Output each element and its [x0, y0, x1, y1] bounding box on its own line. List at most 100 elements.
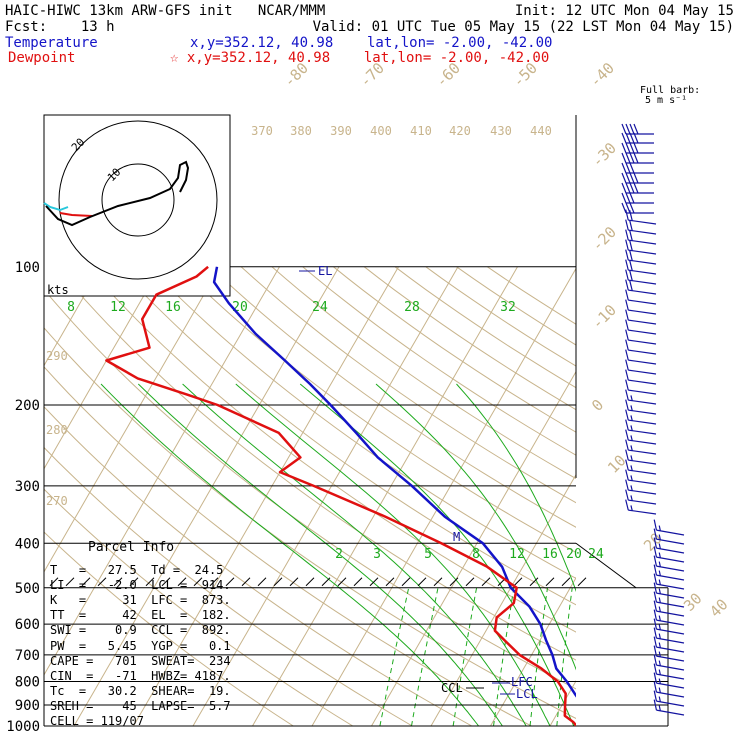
barb-staff: [628, 419, 657, 425]
hodograph-trace-upper: [45, 160, 190, 227]
barb-flag: [633, 152, 639, 164]
barb-flag: [629, 152, 635, 164]
isotherm-line: [44, 266, 221, 573]
barb-flag: [625, 142, 631, 154]
freezing-hatch: [561, 577, 571, 587]
barb-flag: [625, 369, 629, 381]
wind-barb: [625, 249, 657, 265]
isotherm-label: 20: [640, 529, 666, 555]
theta-label: 440: [530, 124, 552, 138]
barb-staff: [628, 249, 657, 255]
freezing-hatch: [209, 577, 219, 587]
parcel-info-title: Parcel Info: [88, 540, 175, 555]
freezing-hatch: [81, 577, 91, 587]
isotherm-line: [669, 267, 740, 726]
freezing-hatch: [449, 577, 459, 587]
melting-level-label: M: [453, 530, 460, 544]
barb-staff: [628, 269, 657, 275]
temperature-legend: Temperature: [5, 35, 98, 51]
barb-flag: [653, 636, 658, 648]
freezing-hatch: [417, 577, 427, 587]
wind-barb: [653, 537, 685, 554]
barb-staff: [656, 682, 685, 689]
barb-staff: [656, 529, 685, 536]
mixing-ratio-lines: [379, 587, 573, 726]
barb-half: [630, 495, 633, 501]
isotherm-lines: [44, 266, 740, 726]
barb-flag: [625, 269, 629, 281]
barb-half: [658, 633, 661, 639]
isotherm-label: 10: [604, 451, 630, 477]
barb-flag: [629, 172, 635, 184]
dry-adiabat-line: [363, 266, 576, 411]
wind-barb: [625, 489, 657, 505]
hodograph-trace-mid: [59, 212, 93, 217]
wind-barb: [625, 499, 657, 515]
theta-label: 380: [290, 124, 312, 138]
hodograph-trace-low: [43, 202, 69, 212]
wind-barb: [653, 609, 685, 626]
barb-half: [658, 696, 661, 702]
mixing-ratio-label: 16: [542, 547, 558, 562]
moist-adiabat-line: [456, 383, 576, 593]
barb-staff: [628, 239, 657, 245]
barb-staff: [656, 637, 685, 644]
barb-flag: [625, 162, 631, 174]
dry-adiabat-line: [209, 266, 576, 528]
theta-label: 290: [46, 349, 68, 363]
mixing-ratio-label: 12: [110, 300, 126, 315]
parcel-info-row: Tc = 30.2 SHEAR= 19.: [50, 683, 231, 698]
mixing-ratio-label: 20: [232, 300, 248, 315]
barb-half: [630, 395, 633, 401]
freezing-hatch: [273, 577, 283, 587]
barb-half: [658, 561, 661, 567]
barb-flag: [625, 419, 629, 431]
dry-adiabat-line: [44, 531, 294, 726]
barb-flag: [653, 600, 658, 612]
wind-barb: [621, 132, 654, 144]
wind-barb: [625, 319, 657, 335]
barb-flag: [625, 229, 629, 241]
barb-flag: [625, 399, 629, 411]
barb-flag: [625, 329, 629, 341]
isobar-lines: [43, 115, 669, 727]
dry-adiabat-line: [148, 266, 576, 579]
theta-label: 410: [410, 124, 432, 138]
barb-staff: [656, 547, 685, 554]
dry-adiabat-line: [456, 266, 576, 346]
barb-half: [630, 505, 633, 511]
barb-staff: [628, 289, 657, 295]
wind-barb: [625, 269, 657, 285]
barb-staff: [628, 229, 657, 235]
wind-barb: [621, 142, 654, 154]
barb-flag: [629, 220, 633, 231]
barb-staff: [628, 509, 657, 515]
barb-flag: [621, 142, 627, 154]
wind-barb: [653, 699, 685, 716]
parcel-info-row: CAPE = 701 SWEAT= 234: [50, 653, 231, 668]
barb-flag: [653, 609, 658, 621]
parcel-info-row: CELL = 119/07: [50, 714, 144, 728]
theta-label: 390: [330, 124, 352, 138]
init-time: Init: 12 UTC Mon 04 May 15: [514, 3, 734, 19]
freezing-hatch: [353, 577, 363, 587]
barb-half: [630, 455, 633, 461]
freezing-hatch: [433, 577, 443, 587]
wind-barb: [625, 229, 657, 245]
moist-adiabat-line: [299, 383, 575, 726]
barb-flag: [625, 389, 629, 401]
mixing-ratio-label: 24: [588, 547, 604, 562]
barb-half: [658, 669, 661, 675]
mixing-ratio-label: 24: [312, 300, 328, 315]
freezing-hatch: [193, 577, 203, 587]
barb-half: [658, 579, 661, 585]
barb-staff: [628, 429, 657, 435]
barb-flag: [629, 192, 635, 204]
barb-half: [658, 570, 661, 576]
freezing-hatch: [529, 577, 539, 587]
dry-adiabat-line: [86, 266, 576, 633]
barb-staff: [628, 369, 657, 375]
barb-half: [630, 475, 633, 481]
dry-adiabat-line: [55, 266, 576, 661]
